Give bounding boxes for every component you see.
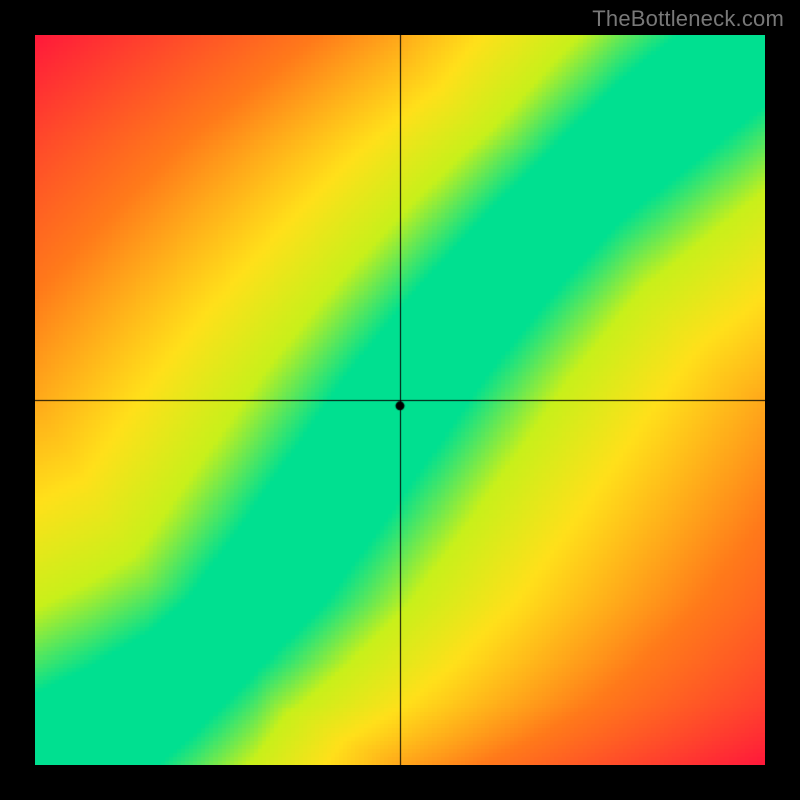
heatmap-plot: [35, 35, 765, 765]
watermark-text: TheBottleneck.com: [592, 6, 784, 32]
heatmap-canvas: [35, 35, 765, 765]
chart-container: TheBottleneck.com: [0, 0, 800, 800]
